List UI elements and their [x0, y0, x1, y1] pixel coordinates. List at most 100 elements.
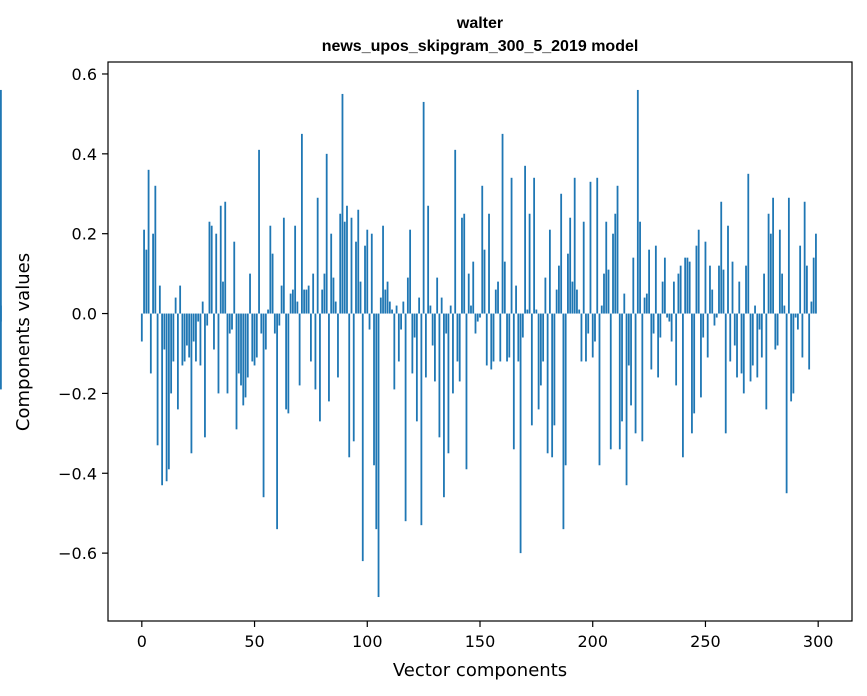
- bar-0: [140, 313, 143, 342]
- bar-106: [379, 297, 382, 314]
- bar-118: [406, 277, 409, 314]
- bar-162: [506, 313, 508, 362]
- bar-24: [195, 313, 197, 362]
- bar-55: [264, 313, 267, 350]
- bar-141: [458, 313, 461, 382]
- bar-196: [582, 221, 585, 314]
- bar-223: [643, 297, 646, 314]
- bar-219: [634, 313, 637, 434]
- bar-253: [711, 289, 714, 314]
- bar-121: [413, 313, 416, 338]
- bar-177: [539, 313, 542, 386]
- bar-84: [330, 233, 333, 314]
- bar-299: [815, 233, 817, 314]
- bar-74: [307, 285, 310, 314]
- bar-217: [630, 313, 632, 406]
- bar-233: [666, 313, 669, 318]
- bar-218: [632, 257, 635, 314]
- bar-80: [321, 289, 324, 314]
- bar-8: [158, 285, 161, 314]
- bar-72: [303, 289, 306, 314]
- bar-243: [688, 261, 691, 314]
- bar-156: [492, 313, 495, 362]
- bar-19: [183, 313, 186, 362]
- bar-29: [206, 313, 209, 326]
- bar-194: [578, 309, 581, 314]
- bar-293: [801, 313, 804, 358]
- bar-undefined: [0, 313, 2, 390]
- bar-207: [607, 269, 610, 314]
- bar-292: [799, 245, 802, 314]
- bar-66: [289, 293, 292, 314]
- bar-139: [454, 149, 457, 314]
- bar-1: [143, 229, 145, 314]
- bar-52: [258, 149, 260, 314]
- bar-78: [316, 197, 319, 314]
- bar-280: [772, 197, 774, 314]
- bar-7: [156, 313, 159, 446]
- bar-160: [501, 133, 504, 314]
- bar-229: [657, 313, 660, 378]
- bar-13: [170, 313, 173, 394]
- bar-176: [537, 313, 540, 410]
- bar-104: [375, 313, 378, 530]
- bar-216: [627, 313, 630, 366]
- bar-225: [648, 249, 650, 314]
- bar-248: [700, 313, 702, 398]
- bar-68: [294, 225, 297, 314]
- bar-63: [282, 217, 285, 314]
- bar-47: [246, 313, 249, 378]
- bar-265: [738, 281, 741, 314]
- bar-22: [190, 313, 193, 454]
- bar-290: [794, 313, 797, 318]
- bar-157: [494, 289, 497, 314]
- bar-114: [397, 313, 400, 362]
- bar-112: [393, 313, 396, 390]
- bar-199: [589, 181, 592, 314]
- bar-178: [542, 313, 545, 362]
- bar-239: [679, 265, 682, 314]
- bar-287: [787, 197, 790, 314]
- bar-95: [355, 241, 357, 314]
- bar-32: [213, 313, 215, 350]
- bar-192: [573, 177, 576, 314]
- bar-251: [706, 313, 709, 358]
- bar-37: [224, 201, 227, 314]
- bar-98: [361, 313, 364, 562]
- y-tick-label: −0.4: [58, 464, 97, 483]
- bar-277: [765, 313, 768, 410]
- bar-283: [778, 229, 781, 314]
- bar-131: [436, 277, 439, 314]
- bar-276: [763, 273, 765, 314]
- bar-241: [684, 257, 687, 314]
- bar-168: [519, 313, 522, 554]
- bar-263: [733, 313, 736, 346]
- bar-143: [463, 213, 466, 314]
- bar-269: [747, 173, 750, 314]
- bar-221: [639, 221, 641, 314]
- bar-295: [806, 265, 808, 314]
- bar-61: [278, 313, 281, 326]
- bar-240: [682, 313, 684, 458]
- bar-10: [163, 313, 166, 350]
- bar-286: [785, 313, 788, 494]
- bar-152: [483, 249, 486, 314]
- y-tick-label: −0.2: [58, 384, 97, 403]
- bar-259: [724, 313, 727, 434]
- bar-11: [165, 313, 168, 482]
- bar-191: [571, 281, 574, 314]
- bar-267: [742, 313, 745, 394]
- bar-99: [364, 245, 366, 314]
- bar-110: [388, 301, 391, 314]
- x-tick-label: 0: [137, 632, 147, 651]
- y-ticks: −0.6 −0.4 −0.2 0.0 0.2 0.4 0.6: [58, 65, 108, 563]
- bar-166: [515, 285, 517, 314]
- bar-127: [427, 205, 430, 314]
- bar-213: [621, 313, 623, 422]
- bar-245: [693, 313, 696, 414]
- bar-123: [418, 297, 421, 314]
- bar-254: [713, 313, 716, 326]
- bar-103: [373, 313, 375, 466]
- bar-130: [434, 313, 436, 382]
